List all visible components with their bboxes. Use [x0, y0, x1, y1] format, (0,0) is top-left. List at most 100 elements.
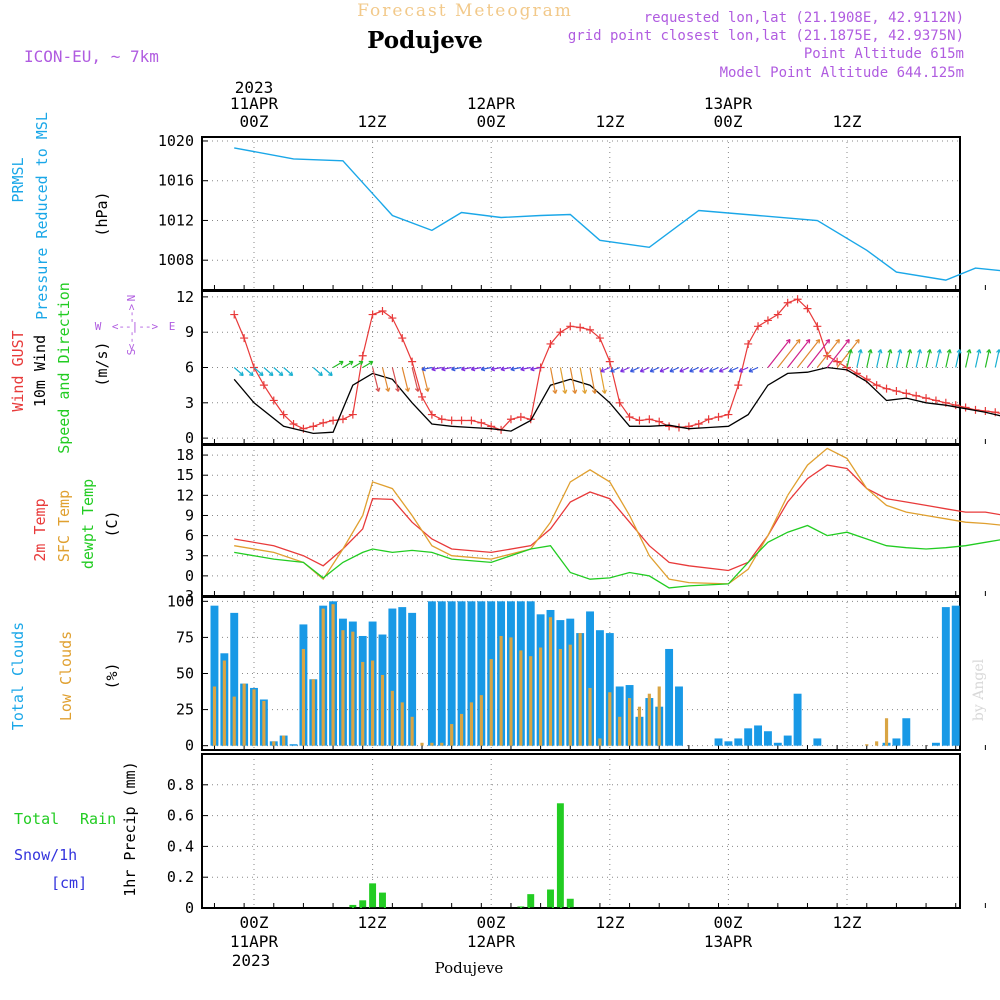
total-cloud-bar	[783, 735, 792, 746]
pressure-label: Pressure Reduced to MSL	[33, 112, 51, 320]
wind-arrow-head	[699, 367, 704, 373]
wind-arrow-head	[966, 349, 972, 354]
bottom-hour-label: 12Z	[358, 913, 387, 932]
low-cloud-bar	[282, 735, 286, 746]
wind-direction-arrow	[885, 349, 892, 368]
rain-bar	[349, 904, 357, 908]
low-cloud-bar	[232, 696, 236, 746]
total-cloud-bar	[754, 725, 763, 746]
gust-marker	[279, 410, 288, 419]
low-cloud-bar	[212, 686, 217, 746]
total-cloud-bar	[586, 611, 594, 746]
wind-direction-arrow	[372, 367, 380, 392]
gust-marker	[872, 381, 881, 390]
gust-marker	[635, 416, 644, 425]
rain-bar	[369, 883, 377, 908]
low-cloud-bar	[884, 718, 889, 746]
wind-arrow-head	[368, 360, 374, 366]
wind-direction-arrow	[797, 339, 821, 368]
y-tick-label: 1012	[158, 211, 194, 229]
wind-arrow-head	[956, 349, 962, 354]
wind-direction-arrow	[777, 339, 801, 368]
pressure-label: PRMSL	[9, 157, 27, 202]
y-tick-label: 0	[185, 737, 194, 755]
gust-marker	[704, 415, 713, 424]
gust-marker	[477, 418, 486, 427]
wind-arrow-head	[510, 366, 515, 372]
low-cloud-bar	[509, 637, 513, 746]
gust-marker	[457, 416, 466, 425]
wind-arrow-head	[916, 349, 923, 354]
total-cloud-bar	[763, 731, 772, 746]
gust-marker	[595, 334, 604, 343]
low-cloud-bar	[459, 713, 464, 746]
wind-direction-arrow	[352, 360, 364, 369]
precip-unit: 1hr Precip (mm)	[121, 761, 139, 896]
bottom-hour-label: 12Z	[833, 913, 862, 932]
wind-arrow-head	[669, 367, 675, 373]
wind-arrow-head	[738, 367, 744, 373]
watermark: by Angel	[971, 658, 987, 721]
wind-arrow-head	[610, 367, 615, 373]
low-cloud-bar	[568, 644, 572, 746]
clouds-panel: 0 25 50 75 100	[167, 592, 986, 755]
wind-arrow-head	[348, 360, 354, 366]
wind-arrow-head	[877, 349, 883, 354]
gust-marker	[902, 389, 911, 398]
gust-marker	[319, 418, 328, 427]
chart-panels: 1008101210161020036912-30369121518025507…	[158, 132, 1000, 917]
wind-arrow-head	[395, 387, 401, 392]
gust-marker	[516, 412, 525, 421]
low-cloud-bar	[410, 716, 414, 746]
y-tick-label: 0.2	[167, 868, 194, 886]
top-date-label: 13APR	[704, 94, 753, 113]
low-cloud-bar	[499, 635, 503, 746]
wind-direction-arrow	[925, 349, 931, 368]
total-cloud-bar	[793, 693, 802, 746]
wind-direction-arrow	[312, 367, 323, 376]
wind-arrow-head	[679, 367, 684, 373]
low-cloud-bar	[361, 661, 365, 746]
wind-arrow-head	[278, 371, 284, 377]
wind-arrow-head	[572, 389, 578, 394]
gust-marker	[467, 416, 476, 425]
low-cloud-bar	[618, 716, 622, 746]
top-date-label: 11APR	[230, 94, 279, 113]
wind-direction-arrow	[411, 367, 419, 392]
wind-direction-arrow	[471, 366, 482, 371]
low-cloud-bar	[865, 744, 869, 746]
gust-marker	[546, 339, 555, 348]
temp2m-line	[234, 464, 1000, 572]
gust-marker	[803, 304, 812, 313]
wind-arrow-head	[520, 366, 525, 372]
bottom-hour-label: 00Z	[477, 913, 506, 932]
wind-direction-arrow	[935, 349, 941, 368]
total-cloud-bar	[714, 738, 723, 746]
panel-frame	[201, 753, 961, 909]
wind-direction-arrow	[709, 366, 719, 373]
gust-marker	[437, 415, 446, 424]
wind-arrow-head	[718, 367, 724, 373]
low-cloud-bar	[608, 692, 612, 746]
low-cloud-bar	[588, 687, 592, 746]
wind-arrow-head	[451, 366, 456, 372]
wind-direction-arrow	[421, 366, 433, 371]
wind-arrow-head	[375, 387, 381, 392]
rain-bar	[527, 894, 535, 908]
wind-arrow-head	[562, 389, 568, 394]
gust-marker	[773, 310, 782, 319]
gust-marker	[259, 381, 268, 390]
top-hour-label: 12Z	[358, 112, 387, 131]
precip-label-cm: [cm]	[51, 874, 87, 892]
total-cloud-bar	[734, 738, 743, 746]
y-tick-label: 0.4	[167, 837, 194, 855]
total-cloud-bar	[595, 630, 604, 746]
pressure-panel: 1008 1012 1016 1020	[158, 132, 1000, 291]
wind-direction-arrow	[510, 366, 521, 371]
y-tick-label: 6	[185, 359, 194, 377]
rain-bar	[359, 900, 367, 908]
low-cloud-bar	[578, 633, 582, 746]
gust-marker	[269, 396, 278, 405]
dewpoint-line	[234, 524, 1000, 589]
